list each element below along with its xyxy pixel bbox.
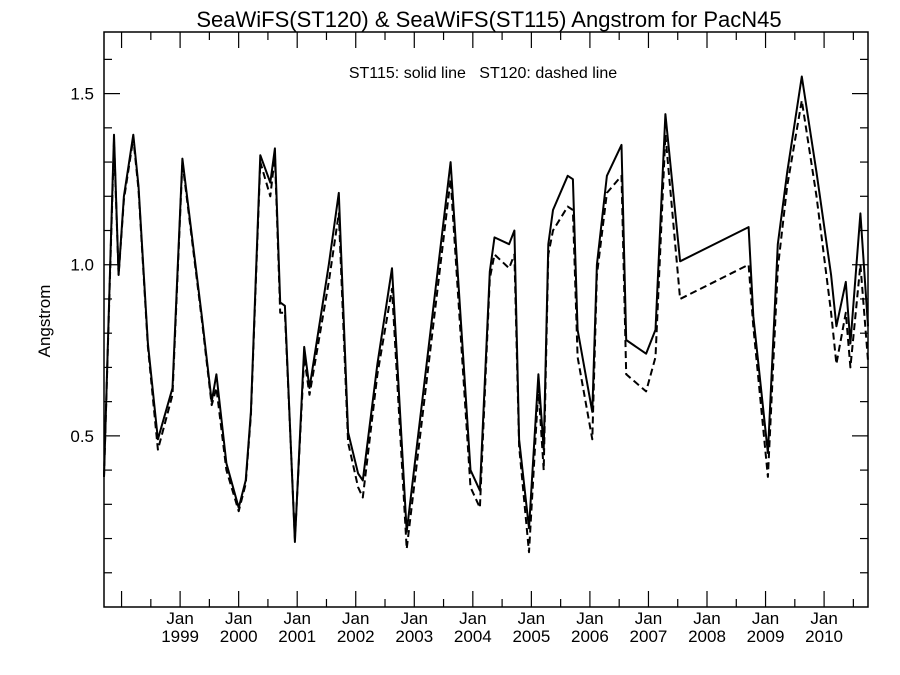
legend-annotation: ST115: solid line ST120: dashed line: [349, 65, 617, 82]
y-tick-label: 1.0: [70, 256, 94, 275]
x-tick-label-month: Jan: [693, 609, 720, 628]
x-tick-label-year: 2006: [571, 627, 609, 646]
x-tick-label-month: Jan: [518, 609, 545, 628]
x-tick-label-month: Jan: [635, 609, 662, 628]
x-tick-label-month: Jan: [342, 609, 369, 628]
series-line-st115: [103, 75, 869, 543]
x-tick-label-year: 2005: [512, 627, 550, 646]
x-tick-label-year: 2003: [395, 627, 433, 646]
x-tick-label-year: 2000: [220, 627, 258, 646]
x-tick-label-year: 2002: [337, 627, 375, 646]
series-layer: [103, 75, 869, 554]
x-tick-label-year: 2009: [747, 627, 785, 646]
series-line-st120: [103, 99, 869, 554]
y-axis-label: Angstrom: [35, 285, 54, 358]
x-tick-label-month: Jan: [225, 609, 252, 628]
y-tick-label: 1.5: [70, 85, 94, 104]
x-tick-label-month: Jan: [752, 609, 779, 628]
x-tick-label-year: 2001: [278, 627, 316, 646]
x-tick-label-year: 2010: [805, 627, 843, 646]
x-tick-label-month: Jan: [576, 609, 603, 628]
x-tick-label-month: Jan: [810, 609, 837, 628]
x-tick-label-year: 2007: [630, 627, 668, 646]
x-tick-label-year: 1999: [161, 627, 199, 646]
chart-title: SeaWiFS(ST120) & SeaWiFS(ST115) Angstrom…: [196, 7, 781, 32]
plot-frame: [103, 31, 869, 608]
x-tick-label-month: Jan: [459, 609, 486, 628]
x-tick-label-month: Jan: [166, 609, 193, 628]
x-tick-labels: Jan1999Jan2000Jan2001Jan2002Jan2003Jan20…: [161, 609, 843, 646]
y-tick-label: 0.5: [70, 427, 94, 446]
x-tick-label-year: 2004: [454, 627, 492, 646]
x-tick-label-month: Jan: [283, 609, 310, 628]
x-tick-label-month: Jan: [401, 609, 428, 628]
x-tick-label-year: 2008: [688, 627, 726, 646]
y-tick-labels: 0.5 1.0 1.5: [70, 85, 94, 446]
